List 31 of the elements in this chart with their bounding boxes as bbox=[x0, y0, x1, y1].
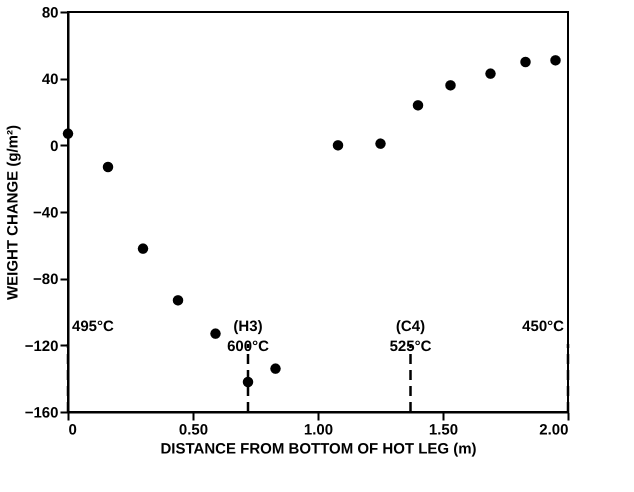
point bbox=[62, 128, 74, 139]
ref-line-label: 450°C bbox=[522, 318, 564, 335]
point bbox=[375, 138, 386, 149]
y-tick-label: −120 bbox=[24, 338, 58, 355]
ref-line-label: (C4) 525°C bbox=[390, 318, 432, 355]
point bbox=[138, 243, 148, 254]
y-tick-label: −160 bbox=[24, 404, 58, 422]
y-tick-label: 80 bbox=[42, 4, 58, 22]
y-tick-label: 0 bbox=[50, 138, 58, 155]
point bbox=[485, 68, 496, 79]
point bbox=[550, 55, 561, 66]
x-tick-label: 1.50 bbox=[428, 422, 458, 438]
y-tick-label: 40 bbox=[42, 71, 58, 88]
x-tick-label: 2.00 bbox=[539, 422, 568, 438]
point bbox=[102, 162, 114, 172]
point bbox=[172, 295, 184, 306]
point bbox=[412, 100, 424, 111]
y-tick-label: −40 bbox=[33, 204, 58, 222]
point bbox=[210, 328, 221, 339]
x-tick-label: 1.00 bbox=[304, 422, 334, 438]
point bbox=[332, 140, 344, 151]
point bbox=[520, 56, 531, 68]
y-axis-title: WEIGHT CHANGE (g/m²) bbox=[4, 125, 22, 300]
point bbox=[445, 80, 456, 91]
ref-line-label: (H3) 600°C bbox=[227, 318, 270, 355]
ref-line-label: 495°C bbox=[72, 318, 114, 335]
x-tick-label: 0 bbox=[68, 422, 77, 438]
x-axis-title: DISTANCE FROM BOTTOM OF HOT LEG (m) bbox=[160, 440, 477, 458]
point bbox=[270, 363, 281, 374]
y-tick-label: −80 bbox=[33, 271, 58, 288]
x-tick-label: 0.50 bbox=[178, 422, 208, 438]
